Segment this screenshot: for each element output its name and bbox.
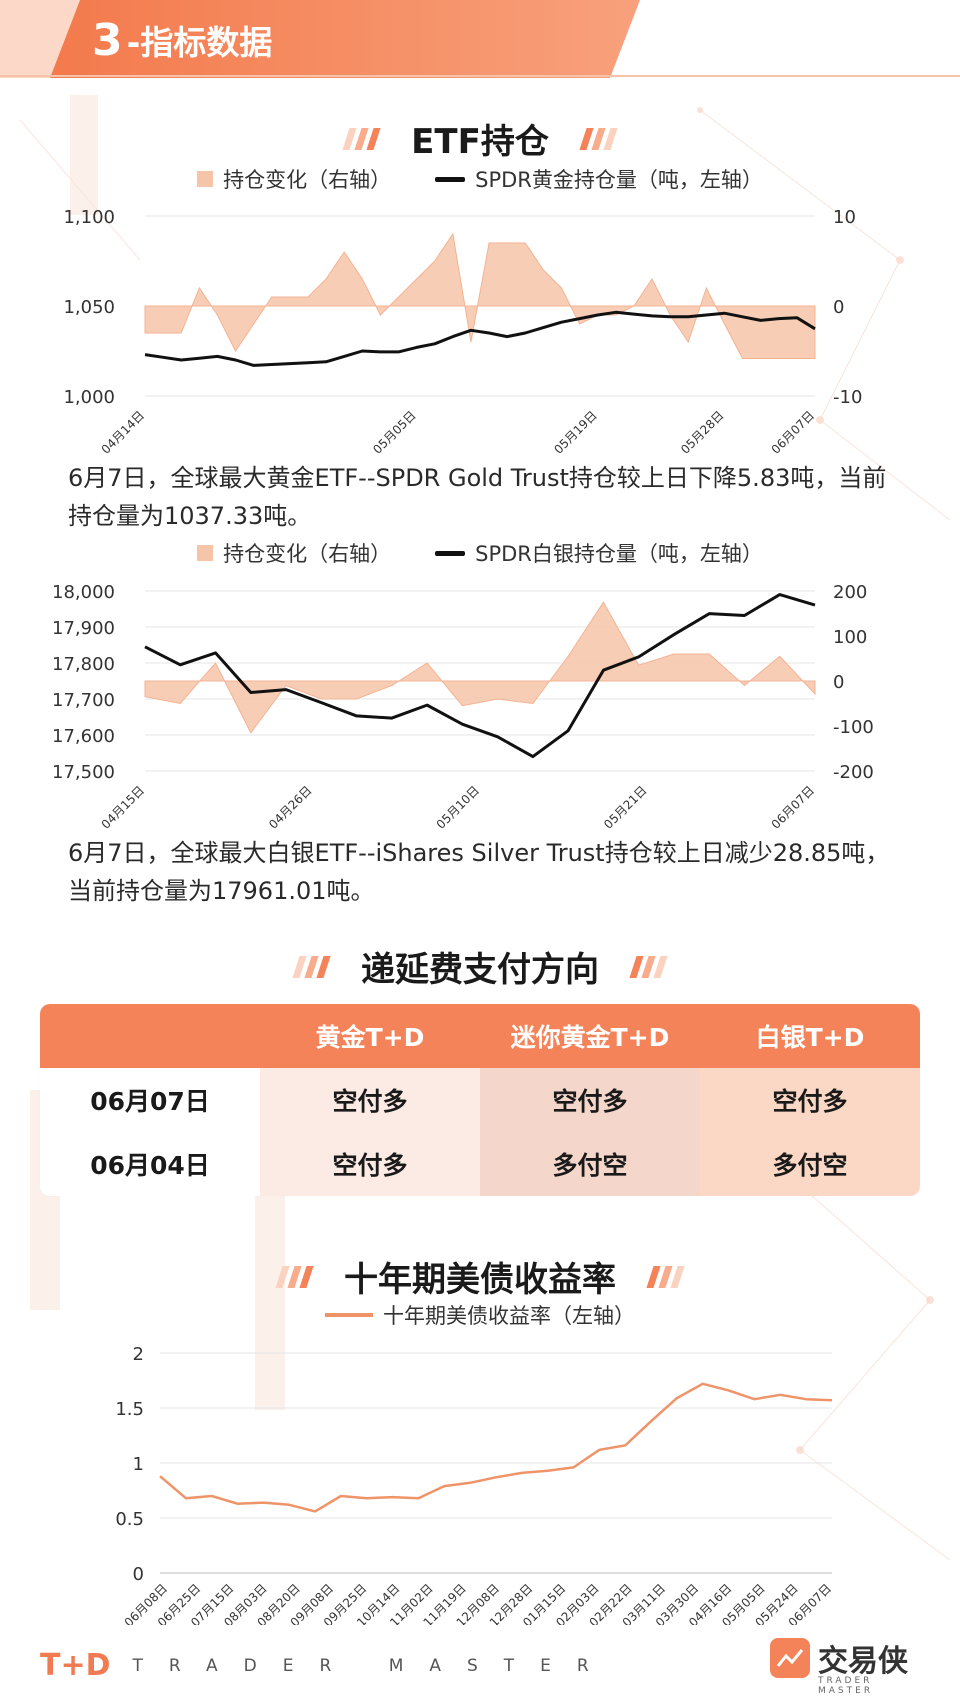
date-cell: 06月07日 <box>40 1068 260 1132</box>
y-tick-left: 17,600 <box>52 726 115 747</box>
y-tick-right: 10 <box>833 207 856 228</box>
table-cell: 多付空 <box>480 1132 700 1196</box>
title-deco-left <box>292 955 331 978</box>
y-tick-left: 18,000 <box>52 582 115 603</box>
silver-description: 6月7日，全球最大白银ETF--iShares Silver Trust持仓较上… <box>68 839 890 905</box>
brand-name: 交易侠 <box>818 1644 908 1679</box>
y-tick-right: 100 <box>833 627 867 648</box>
area-swatch <box>197 171 214 187</box>
holding-change-area <box>144 232 816 359</box>
y-tick-right: -100 <box>833 717 874 738</box>
table-cell: 空付多 <box>700 1068 920 1132</box>
section-heading: -指标数据 <box>126 23 273 62</box>
etf-title: ETF持仓 <box>0 114 960 163</box>
table-row: 06月04日 空付多 多付空 多付空 <box>40 1132 920 1196</box>
holding-line <box>144 593 816 759</box>
legend-item-holding: SPDR黄金持仓量（吨，左轴） <box>435 164 763 194</box>
y-tick-left: 1,050 <box>63 297 115 318</box>
y-tick-right: -200 <box>833 762 874 783</box>
treasury-title: 十年期美债收益率 <box>0 1252 960 1301</box>
y-tick: 1.5 <box>115 1399 144 1420</box>
section-number: 3 <box>92 14 123 66</box>
header-cell-gold: 黄金T+D <box>315 1023 425 1052</box>
y-tick-left: 1,000 <box>63 387 115 408</box>
line-swatch <box>435 550 466 556</box>
date-cell: 06月04日 <box>40 1132 260 1196</box>
holding-change-area <box>144 601 816 734</box>
area-swatch <box>197 545 214 561</box>
table-cell: 空付多 <box>260 1068 480 1132</box>
legend-item-change: 持仓变化（右轴） <box>197 164 391 194</box>
deferred-fee-table: 黄金T+D 迷你黄金T+D 白银T+D 06月07日 空付多 空付多 空付多 0… <box>40 1004 920 1196</box>
x-tick-label: 04月15日 <box>99 783 147 830</box>
footer-logo-right: 交易侠 TRADER MASTER <box>770 1636 908 1696</box>
x-tick-label: 05月28日 <box>678 408 726 456</box>
y-tick-right: 0 <box>833 672 844 693</box>
gold-description: 6月7日，全球最大黄金ETF--SPDR Gold Trust持仓较上日下降5.… <box>68 464 887 530</box>
table-cell: 空付多 <box>480 1068 700 1132</box>
silver-etf-chart: 17,500 17,600 17,700 17,800 17,900 18,000 -200… <box>52 582 874 830</box>
header-cell-empty <box>40 1004 260 1068</box>
y-tick-right: -10 <box>833 387 862 408</box>
title-deco-left <box>342 127 381 150</box>
y-tick: 1 <box>133 1454 144 1475</box>
y-tick-left: 17,500 <box>52 762 115 783</box>
x-tick-label: 05月21日 <box>601 783 649 830</box>
gold-etf-chart: 1,000 1,050 1,100 -10 0 10 04月14日 05月05日 05月19日 0… <box>63 207 862 457</box>
table-cell: 多付空 <box>700 1132 920 1196</box>
brand-logo-icon <box>770 1638 810 1678</box>
td-logo: T+D <box>40 1648 111 1683</box>
table-row: 06月07日 空付多 空付多 空付多 <box>40 1068 920 1132</box>
x-tick-label: 04月26日 <box>266 783 314 830</box>
y-tick-left: 17,800 <box>52 654 115 675</box>
y-tick-left: 17,900 <box>52 618 115 639</box>
legend-item-change: 持仓变化（右轴） <box>197 538 391 568</box>
header-banner <box>0 0 960 78</box>
page-title: 3 -指标数据 <box>92 12 272 68</box>
title-deco-right <box>629 955 668 978</box>
x-tick-label: 06月07日 <box>769 408 817 456</box>
table-header: 黄金T+D 迷你黄金T+D 白银T+D <box>40 1004 920 1068</box>
treasury-yield-chart: 00.511.5206月08日06月25日07月15日08月03日08月20日0… <box>115 1344 834 1625</box>
y-tick-left: 1,100 <box>63 207 115 228</box>
y-tick: 2 <box>133 1344 144 1365</box>
title-deco-left <box>275 1265 314 1288</box>
deferred-fee-title: 递延费支付方向 <box>0 942 960 991</box>
footer-tagline: TRADER MASTER <box>132 1655 615 1676</box>
treasury-legend: 十年期美债收益率（左轴） <box>0 1300 960 1330</box>
y-tick-right: 0 <box>833 297 844 318</box>
y-tick-left: 17,700 <box>52 690 115 711</box>
x-tick-label: 05月05日 <box>370 408 418 456</box>
footer-brand: T+D TRADER MASTER <box>40 1648 615 1683</box>
title-deco-right <box>579 127 618 150</box>
yield-line <box>159 1382 833 1513</box>
x-tick-label: 06月07日 <box>769 783 817 830</box>
y-tick: 0 <box>133 1564 144 1585</box>
brand-subtitle: TRADER MASTER <box>818 1676 874 1696</box>
header-cell-silver: 白银T+D <box>755 1023 865 1052</box>
title-deco-right <box>646 1265 685 1288</box>
table-cell: 空付多 <box>260 1132 480 1196</box>
legend-item-holding: SPDR白银持仓量（吨，左轴） <box>435 538 763 568</box>
x-tick-label: 05月10日 <box>434 783 482 830</box>
x-tick-label: 04月14日 <box>99 408 147 456</box>
line-swatch <box>325 1313 373 1317</box>
holding-line <box>144 310 816 367</box>
y-tick: 0.5 <box>115 1509 144 1530</box>
legend-item-yield: 十年期美债收益率（左轴） <box>325 1300 635 1330</box>
x-tick-label: 05月19日 <box>551 408 599 456</box>
header-cell-mini-gold: 迷你黄金T+D <box>510 1023 670 1052</box>
silver-legend: 持仓变化（右轴） SPDR白银持仓量（吨，左轴） <box>0 538 960 568</box>
gold-legend: 持仓变化（右轴） SPDR黄金持仓量（吨，左轴） <box>0 164 960 194</box>
line-swatch <box>435 176 466 182</box>
y-tick-right: 200 <box>833 582 867 603</box>
